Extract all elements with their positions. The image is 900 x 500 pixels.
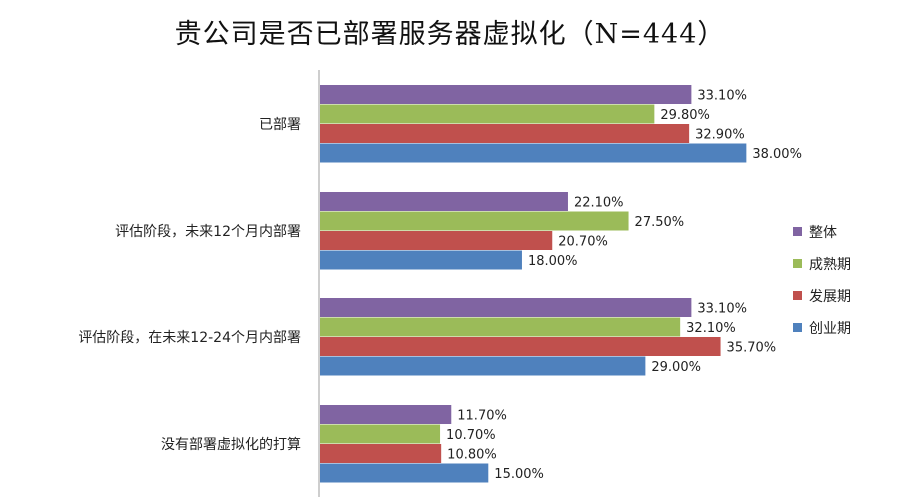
bar <box>320 124 690 143</box>
legend-swatch <box>793 291 802 300</box>
data-label: 10.70% <box>446 428 496 443</box>
data-label: 15.00% <box>494 467 544 482</box>
bar <box>320 317 681 337</box>
data-label: 20.70% <box>558 235 608 250</box>
legend-swatch <box>793 259 802 268</box>
data-label: 29.00% <box>651 360 701 375</box>
legend-swatch <box>793 323 802 332</box>
labels-layer: 已部署 33.10% 29.80% 32.90% 38.00% 评估阶段，未来12个月内部… <box>78 89 802 483</box>
data-label: 32.90% <box>695 128 745 143</box>
legend-label: 创业期 <box>809 321 851 337</box>
data-label: 22.10% <box>574 196 624 211</box>
data-label: 33.10% <box>697 89 747 104</box>
bars-layer <box>320 85 747 483</box>
bar <box>320 143 747 163</box>
data-label: 33.10% <box>697 302 747 317</box>
data-label: 27.50% <box>635 215 685 230</box>
bar <box>320 337 721 356</box>
legend-swatch <box>793 227 802 236</box>
data-label: 35.70% <box>727 341 777 356</box>
bar <box>320 85 692 104</box>
legend-label: 成熟期 <box>809 257 851 273</box>
bar <box>320 405 452 424</box>
category-label: 没有部署虚拟化的打算 <box>161 436 301 453</box>
chart-title: 贵公司是否已部署服务器虚拟化（N=444） <box>174 19 726 50</box>
bar <box>320 463 489 483</box>
legend-label: 发展期 <box>809 289 851 305</box>
data-label: 32.10% <box>686 321 736 336</box>
legend-label: 整体 <box>809 225 837 241</box>
bar <box>320 231 553 250</box>
data-label: 38.00% <box>752 147 802 162</box>
bar <box>320 298 692 317</box>
data-label: 11.70% <box>457 409 507 424</box>
bar <box>320 444 442 463</box>
bar <box>320 356 646 376</box>
bar <box>320 424 441 444</box>
bar <box>320 250 522 270</box>
data-label: 29.80% <box>660 108 710 123</box>
bar <box>320 104 655 124</box>
bar <box>320 211 629 231</box>
category-label: 评估阶段，未来12个月内部署 <box>115 224 301 240</box>
category-label: 评估阶段，在未来12-24个月内部署 <box>78 330 301 346</box>
data-label: 18.00% <box>528 254 578 269</box>
data-label: 10.80% <box>447 448 497 463</box>
category-label: 已部署 <box>259 117 301 133</box>
bar <box>320 192 568 211</box>
